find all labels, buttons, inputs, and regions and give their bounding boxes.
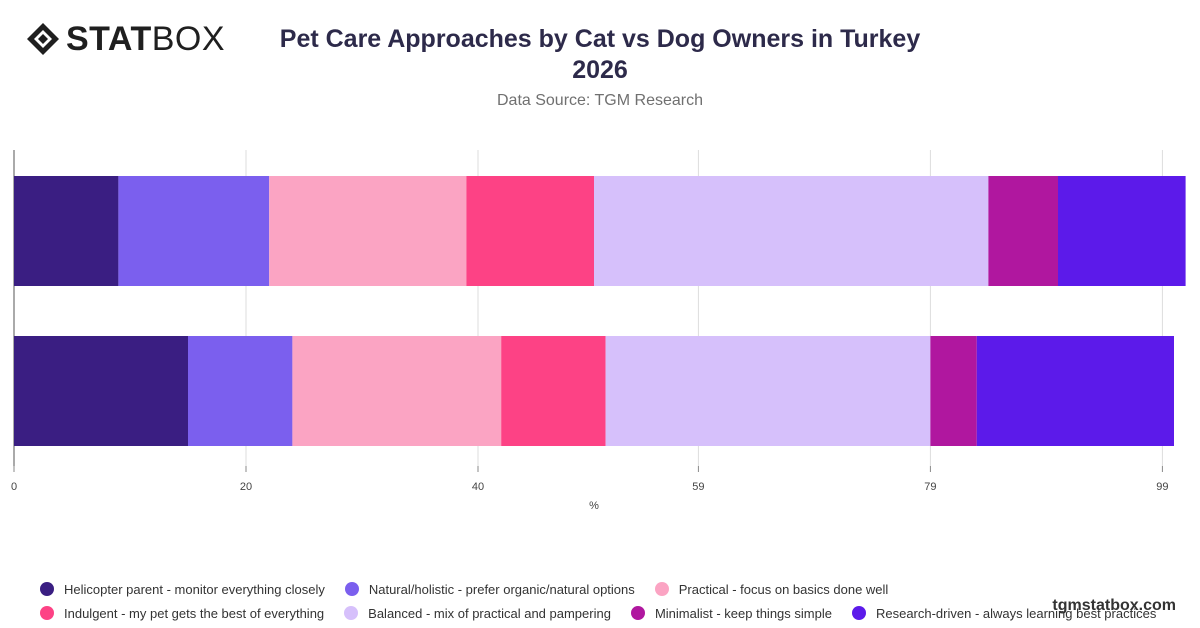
logo-wordmark: STATBOX [66, 20, 226, 58]
data-source: Data Source: TGM Research [496, 92, 703, 109]
site-url: tgmstatbox.com [1052, 597, 1176, 614]
x-axis-label: % [589, 500, 599, 512]
x-tick-label: 0 [11, 481, 17, 493]
bar-segment [594, 176, 989, 286]
legend-swatch [851, 606, 866, 620]
legend-item[interactable]: Helicopter parent - monitor everything c… [40, 580, 325, 598]
legend-label: Minimalist - keep things simple [654, 605, 832, 621]
bar-segment [14, 176, 119, 286]
bar-segment [118, 176, 270, 286]
diamond-logo-icon [27, 23, 59, 55]
legend-item[interactable]: Research-driven - always learning best p… [851, 604, 1157, 622]
chart-legend: Helicopter parent - monitor everything c… [40, 580, 1180, 622]
bar-segment [976, 336, 1174, 446]
x-tick-label: 59 [692, 481, 704, 493]
bar-segment [466, 176, 594, 286]
legend-label: Practical - focus on basics done well [678, 581, 889, 597]
legend-swatch [630, 606, 645, 620]
legend-swatch [344, 606, 359, 620]
stacked-bar-chart: 0 20 40 59 79 99% [11, 150, 1186, 512]
bar-segment [988, 176, 1058, 286]
legend-item[interactable]: Practical - focus on basics done well [654, 580, 889, 598]
legend-label: Helicopter parent - monitor everything c… [64, 581, 325, 597]
chart-title: Pet Care Approaches by Cat vs Dog Owners… [250, 24, 950, 86]
chart-title-line-1: Pet Care Approaches by Cat vs Dog Owners… [279, 25, 921, 53]
legend-item[interactable]: Minimalist - keep things simple [630, 604, 832, 622]
bar-segment [188, 336, 293, 446]
x-tick-label: 99 [1156, 481, 1168, 493]
legend-item[interactable]: Balanced - mix of practical and pamperin… [344, 604, 611, 622]
statbox-logo: STATBOX [26, 22, 225, 56]
bar-segment [14, 336, 188, 446]
legend-label: Indulgent - my pet gets the best of ever… [64, 605, 325, 621]
bar-segment [1058, 176, 1186, 286]
legend-swatch [654, 582, 669, 596]
bar-segment [605, 336, 931, 446]
legend-label: Natural/holistic - prefer organic/natura… [368, 581, 635, 597]
x-tick-label: 40 [472, 481, 484, 493]
x-tick-label: 20 [240, 481, 252, 493]
legend-item[interactable]: Natural/holistic - prefer organic/natura… [344, 580, 635, 598]
legend-label: Research-driven - always learning best p… [875, 605, 1157, 621]
bar-segment [292, 336, 502, 446]
legend-label: Balanced - mix of practical and pamperin… [368, 605, 611, 621]
bar-segment [269, 176, 467, 286]
bar-segment [501, 336, 606, 446]
legend-swatch [40, 582, 54, 596]
legend-item[interactable]: Indulgent - my pet gets the best of ever… [40, 604, 324, 622]
legend-swatch [40, 606, 54, 620]
chart-title-line-2: 2026 [572, 56, 628, 84]
legend-swatch [344, 582, 359, 596]
bar-segment [930, 336, 977, 446]
x-tick-label: 79 [924, 481, 936, 493]
